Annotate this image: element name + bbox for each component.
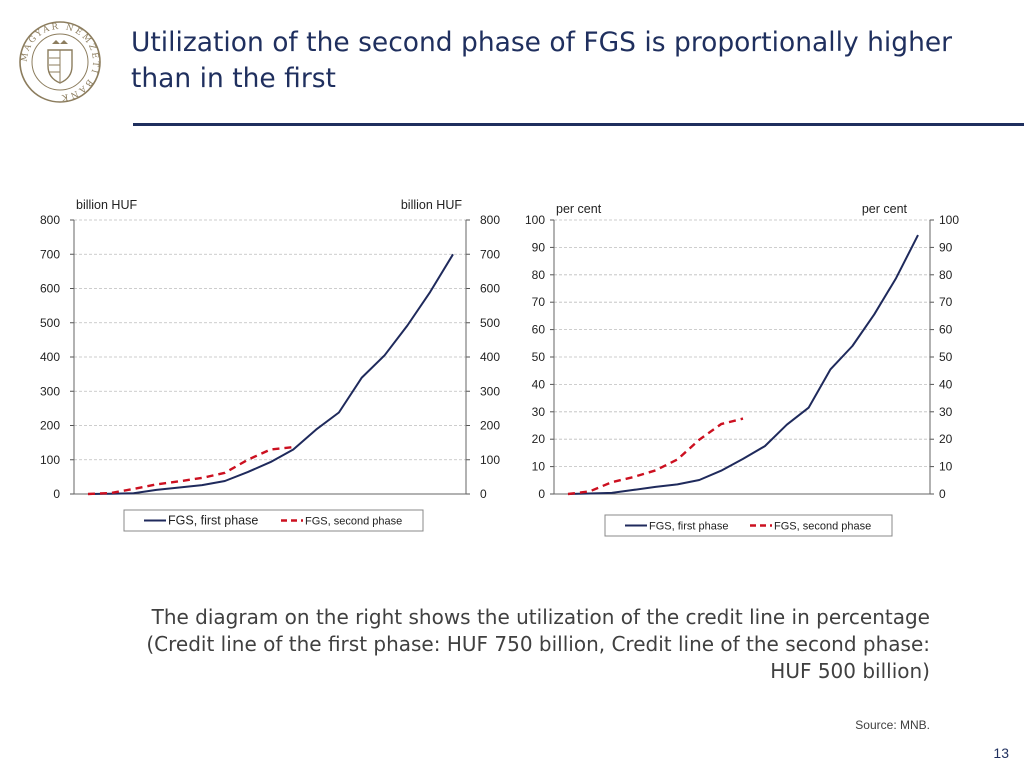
y-tick-label-left: 200 [40,419,60,433]
series-line-first-phase [567,234,919,495]
left-axis-unit-label: billion HUF [76,198,137,212]
y-tick-label-left: 80 [532,268,546,282]
y-tick-label-right: 80 [939,268,953,282]
y-tick-label-right: 100 [939,213,959,227]
y-tick-label-right: 200 [480,419,500,433]
y-tick-label-left: 20 [532,432,546,446]
legend-label-first-phase: FGS, first phase [649,521,728,533]
y-tick-label-right: 20 [939,432,953,446]
mnb-logo: MAGYAR NEMZETI BANK [19,21,101,103]
y-tick-label-right: 0 [480,487,487,501]
chart-caption: The diagram on the right shows the utili… [146,605,930,683]
y-tick-label-left: 0 [53,487,60,501]
y-tick-label-left: 40 [532,377,546,391]
legend-label-second-phase: FGS, second phase [305,516,402,528]
y-tick-label-left: 30 [532,405,546,419]
right-axis-unit-label: billion HUF [401,198,462,212]
legend-label-second-phase: FGS, second phase [774,521,871,533]
y-tick-label-right: 100 [480,453,500,467]
y-tick-label-left: 400 [40,350,60,364]
y-tick-label-left: 700 [40,247,60,261]
y-tick-label-right: 800 [480,213,500,227]
y-tick-label-left: 0 [538,487,545,501]
y-tick-label-left: 60 [532,323,546,337]
y-tick-label-right: 90 [939,240,953,254]
title-divider [133,123,1024,126]
y-tick-label-left: 70 [532,295,546,309]
y-tick-label-left: 10 [532,460,546,474]
y-tick-label-left: 50 [532,350,546,364]
chart-per-cent: 0 0 10 10 20 20 30 30 40 40 50 50 60 60 70 70 80 80 90 90 10… [525,202,959,537]
source-note: Source: MNB. [855,718,930,732]
page-number: 13 [993,745,1009,761]
right-axis-unit-label: per cent [862,202,908,216]
y-tick-label-right: 70 [939,295,953,309]
y-tick-label-right: 0 [939,487,946,501]
y-tick-label-left: 600 [40,282,60,296]
y-tick-label-right: 40 [939,377,953,391]
y-tick-label-left: 500 [40,316,60,330]
y-tick-label-right: 10 [939,460,953,474]
y-tick-label-right: 400 [480,350,500,364]
page-title: Utilization of the second phase of FGS i… [131,27,953,94]
y-tick-label-right: 500 [480,316,500,330]
y-tick-label-right: 50 [939,350,953,364]
y-tick-label-left: 90 [532,240,546,254]
y-tick-label-right: 700 [480,247,500,261]
left-axis-unit-label: per cent [556,202,602,216]
y-tick-label-right: 60 [939,323,953,337]
chart-billion-huf: 0 0 100 100 200 200 300 300 400 400 500 500 600 600 70… [40,198,500,532]
y-tick-label-left: 800 [40,213,60,227]
y-tick-label-right: 30 [939,405,953,419]
legend-box [604,514,893,537]
legend-box [123,509,424,532]
series-line-second-phase [567,417,744,496]
y-tick-label-right: 300 [480,384,500,398]
series-line-first-phase [87,253,454,495]
y-tick-label-left: 100 [40,453,60,467]
y-tick-label-right: 600 [480,282,500,296]
y-tick-label-left: 100 [525,213,545,227]
y-tick-label-left: 300 [40,384,60,398]
legend-label-first-phase: FGS, first phase [168,514,258,528]
